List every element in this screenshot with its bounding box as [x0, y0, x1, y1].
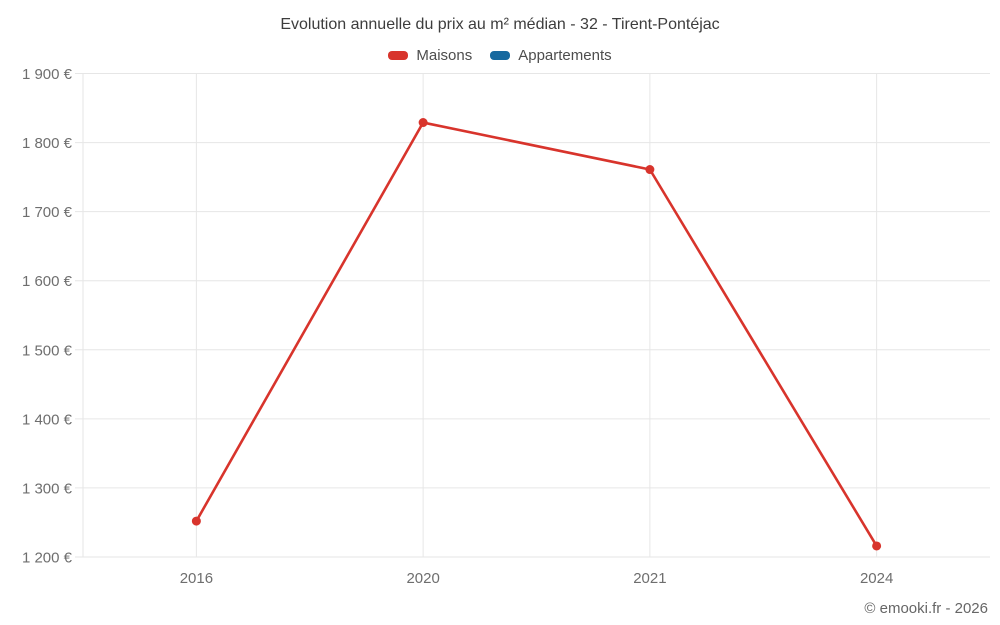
legend-label: Maisons [416, 46, 473, 64]
x-axis-tick-label: 2024 [860, 570, 893, 587]
x-axis-tick-label: 2020 [406, 570, 439, 587]
y-axis-tick-label: 1 700 € [22, 204, 73, 221]
legend-swatch [490, 50, 511, 60]
chart-title: Evolution annuelle du prix au m² médian … [280, 16, 720, 33]
legend-label: Appartements [518, 46, 612, 64]
data-point-marker [872, 541, 882, 551]
legend-item[interactable]: Maisons [388, 47, 472, 64]
series-line [195, 121, 878, 548]
y-axis-tick-label: 1 200 € [22, 550, 73, 567]
y-axis-tick-label: 1 800 € [22, 135, 73, 152]
data-point-marker [645, 165, 655, 175]
chart-legend: Maisons Appartements [0, 45, 1000, 65]
y-axis-tick-label: 1 300 € [22, 480, 73, 497]
y-axis-tick-label: 1 500 € [22, 342, 73, 359]
legend-item[interactable]: Appartements [490, 46, 612, 64]
x-axis-tick-label: 2021 [633, 570, 666, 587]
data-point-marker [191, 516, 201, 526]
data-point-marker [418, 118, 428, 128]
legend-swatch [388, 50, 409, 60]
y-axis-tick-label: 1 900 € [22, 66, 73, 83]
y-axis-tick-label: 1 400 € [22, 411, 73, 428]
copyright-text: © emooki.fr - 2026 [864, 600, 988, 617]
x-axis-tick-label: 2016 [180, 570, 213, 587]
y-axis-tick-label: 1 600 € [22, 273, 73, 290]
